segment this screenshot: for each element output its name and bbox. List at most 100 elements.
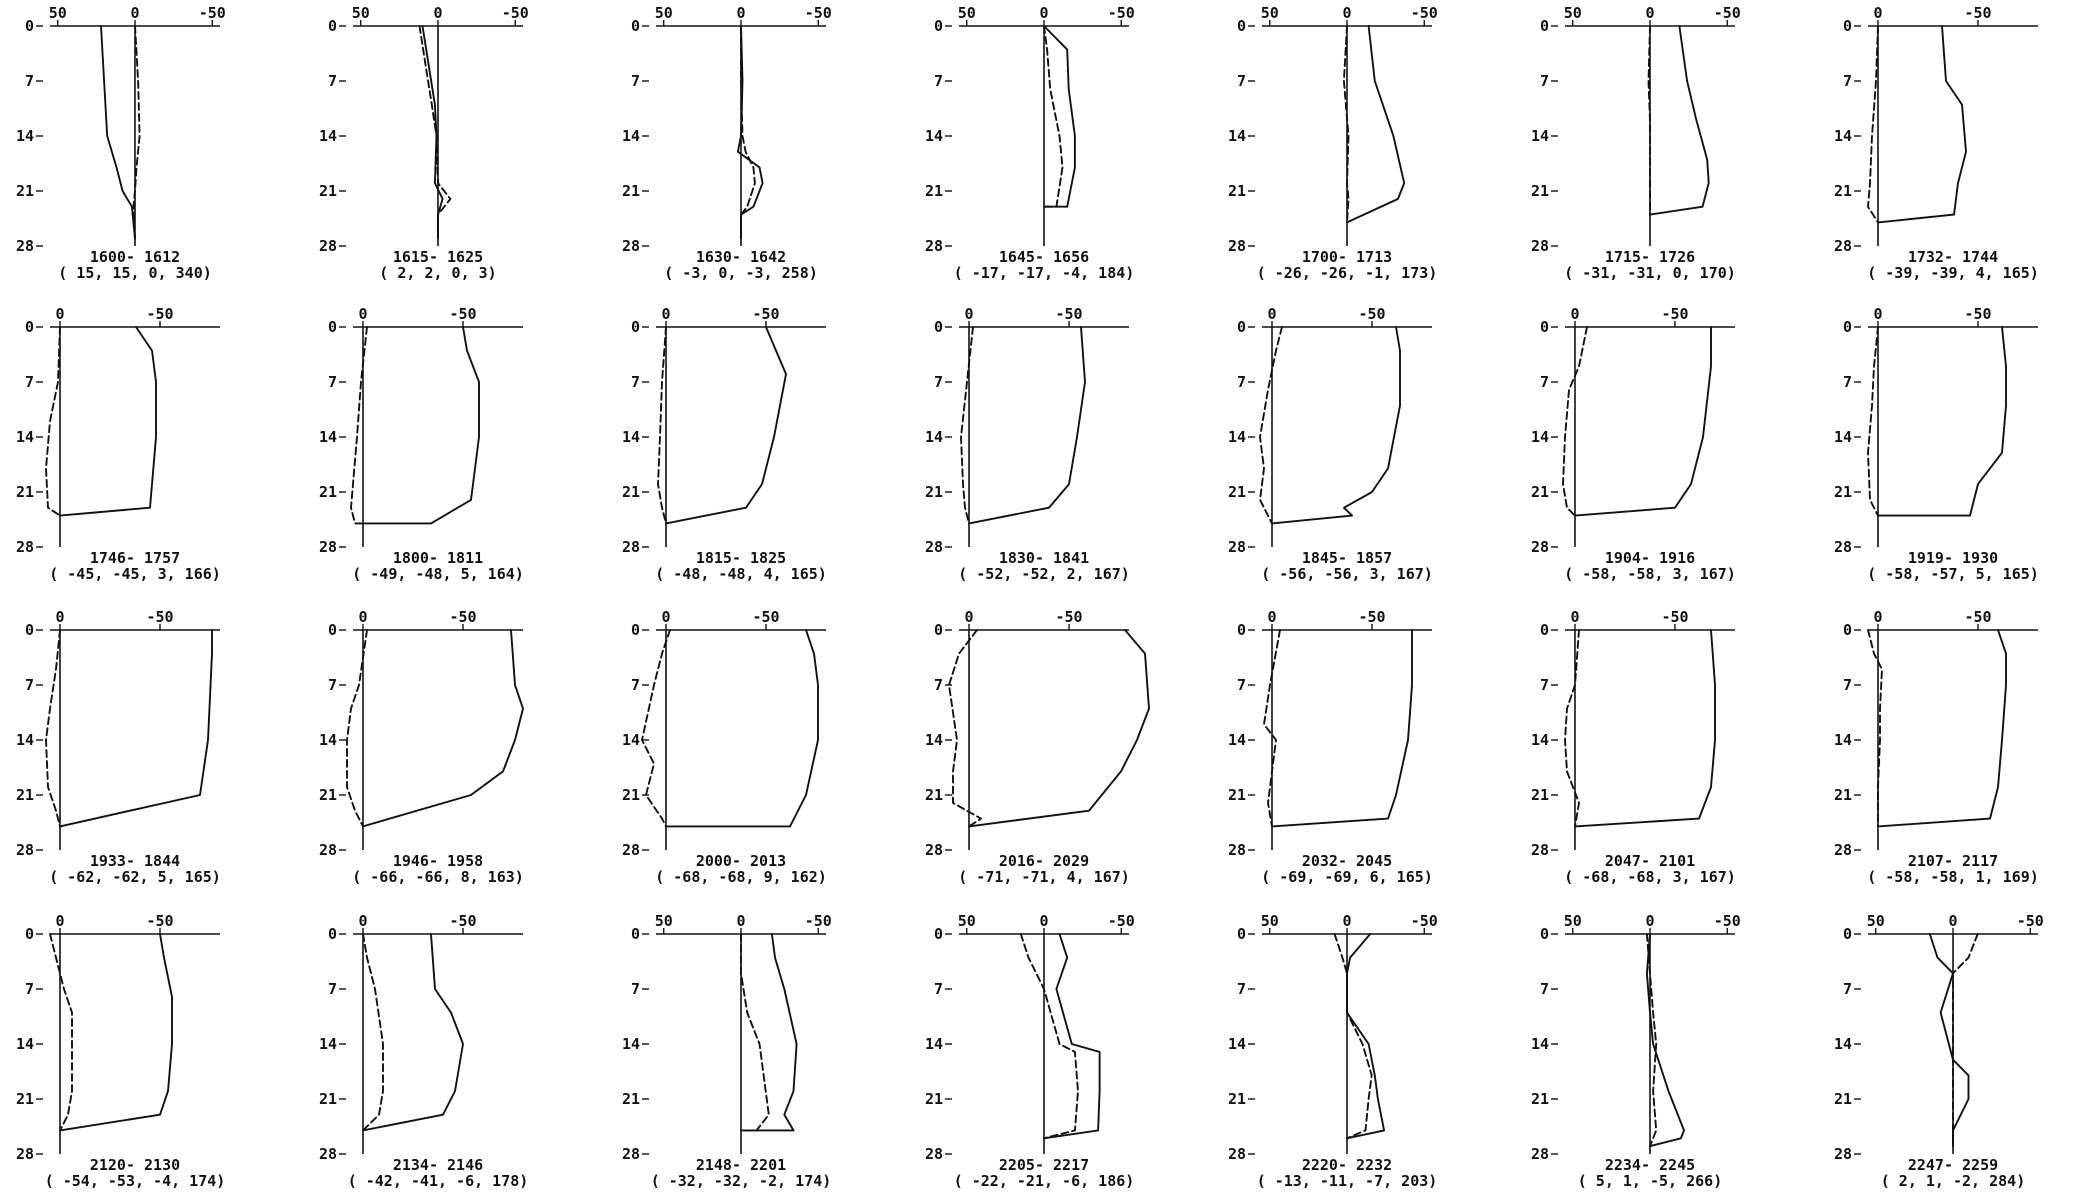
profile-panel: 50 0 -50 0 7 14 21 28 2247- 2259( 2, 1, -2, 284): [1834, 912, 2044, 1190]
x-tick-label: 0: [55, 912, 64, 930]
solid-profile-line: [1346, 25, 1406, 224]
depth-tick-label: 28: [1834, 841, 1852, 859]
x-tick-label: 0: [661, 608, 670, 626]
depth-tick-label: 28: [1228, 538, 1246, 556]
depth-tick-label: 0: [1237, 925, 1246, 943]
dashed-profile-line: [740, 25, 756, 240]
depth-tick-label: 7: [631, 72, 640, 90]
depth-tick-label: 0: [1237, 621, 1246, 639]
panel-values-caption: ( 15, 15, 0, 340): [58, 264, 212, 282]
panel-values-caption: ( -42, -41, -6, 178): [348, 1172, 529, 1190]
dashed-profile-line: [1564, 629, 1580, 828]
dashed-profile-line: [1867, 25, 1879, 224]
depth-tick-label: 21: [925, 786, 943, 804]
x-tick-label: -50: [805, 4, 832, 22]
depth-tick-label: 28: [16, 841, 34, 859]
profile-panel: 0 -50 0 7 14 21 28 2120- 2130( -54, -53, -4, 17…: [16, 912, 225, 1190]
profile-panel: 0 -50 0 7 14 21 28 1746- 1757( -45, -45, 3, 166…: [16, 305, 221, 583]
panel-values-caption: ( -49, -48, 5, 164): [352, 565, 524, 583]
x-tick-label: 50: [1564, 4, 1582, 22]
dashed-profile-line: [362, 933, 384, 1132]
solid-profile-line: [968, 326, 1086, 525]
x-tick-label: 50: [655, 4, 673, 22]
x-tick-label: 0: [1873, 608, 1882, 626]
profile-panel: 50 0 -50 0 7 14 21 28 2234- 2245( 5, 1, -5, 266): [1531, 912, 1741, 1190]
x-tick-label: -50: [449, 305, 476, 323]
depth-tick-label: 28: [622, 538, 640, 556]
depth-tick-label: 14: [925, 127, 943, 145]
x-tick-label: 0: [661, 305, 670, 323]
depth-tick-label: 0: [1237, 17, 1246, 35]
depth-tick-label: 7: [1843, 373, 1852, 391]
depth-tick-label: 21: [16, 182, 34, 200]
dashed-profile-line: [740, 933, 770, 1132]
depth-tick-label: 28: [1228, 841, 1246, 859]
dashed-profile-line: [1263, 629, 1281, 828]
x-tick-label: -50: [449, 608, 476, 626]
depth-tick-label: 7: [328, 72, 337, 90]
panel-values-caption: ( -54, -53, -4, 174): [45, 1172, 226, 1190]
depth-tick-label: 28: [1228, 1145, 1246, 1163]
panel-values-caption: ( -22, -21, -6, 186): [954, 1172, 1135, 1190]
x-tick-label: 0: [1342, 912, 1351, 930]
profile-panel: 50 0 -50 0 7 14 21 28 2220- 2232( -13, -11, -7, …: [1228, 912, 1438, 1190]
depth-tick-label: 14: [622, 731, 640, 749]
dashed-profile-line: [350, 326, 368, 525]
depth-tick-label: 7: [1843, 980, 1852, 998]
x-tick-label: -50: [2017, 912, 2044, 930]
panel-time-caption: 1615- 1625: [393, 248, 483, 266]
panel-time-caption: 1630- 1642: [696, 248, 786, 266]
depth-tick-label: 21: [1834, 483, 1852, 501]
panel-values-caption: ( -68, -68, 3, 167): [1564, 868, 1736, 886]
depth-tick-label: 21: [1834, 1090, 1852, 1108]
panel-time-caption: 2148- 2201: [696, 1156, 786, 1174]
depth-tick-label: 7: [934, 373, 943, 391]
panel-time-caption: 1715- 1726: [1605, 248, 1695, 266]
depth-tick-label: 28: [319, 237, 337, 255]
depth-tick-label: 0: [631, 925, 640, 943]
panel-values-caption: ( -17, -17, -4, 184): [954, 264, 1135, 282]
dashed-profile-line: [418, 25, 452, 240]
solid-profile-line: [1877, 25, 1967, 224]
depth-tick-label: 28: [16, 1145, 34, 1163]
depth-tick-label: 0: [25, 925, 34, 943]
depth-tick-label: 14: [1834, 428, 1852, 446]
profile-panel: 0 -50 0 7 14 21 28 1830- 1841( -52, -52, 2, 167…: [925, 305, 1130, 583]
depth-tick-label: 7: [631, 676, 640, 694]
dashed-profile-line: [948, 629, 982, 828]
dashed-profile-line: [132, 25, 141, 240]
dashed-profile-line: [1342, 25, 1350, 224]
panel-time-caption: 1830- 1841: [999, 549, 1089, 567]
x-tick-label: 50: [958, 4, 976, 22]
depth-tick-label: 21: [1531, 1090, 1549, 1108]
depth-tick-label: 7: [1540, 980, 1549, 998]
x-tick-label: 0: [358, 608, 367, 626]
solid-profile-line: [1645, 933, 1685, 1148]
x-tick-label: 50: [49, 4, 67, 22]
depth-tick-label: 7: [25, 72, 34, 90]
panel-time-caption: 1746- 1757: [90, 549, 180, 567]
x-tick-label: -50: [1358, 608, 1385, 626]
solid-profile-line: [362, 326, 480, 525]
x-tick-label: 50: [1261, 4, 1279, 22]
x-tick-label: -50: [1964, 305, 1991, 323]
x-tick-label: -50: [1411, 912, 1438, 930]
panel-values-caption: ( -58, -58, 3, 167): [1564, 565, 1736, 583]
panel-time-caption: 2134- 2146: [393, 1156, 483, 1174]
x-tick-label: 0: [964, 305, 973, 323]
x-tick-label: -50: [752, 305, 779, 323]
profile-panel: 50 0 -50 0 7 14 21 28 1715- 1726( -31, -31, 0, 1…: [1531, 4, 1741, 282]
x-tick-label: -50: [1411, 4, 1438, 22]
depth-tick-label: 14: [319, 127, 337, 145]
depth-tick-label: 28: [319, 1145, 337, 1163]
x-tick-label: -50: [1661, 305, 1688, 323]
panel-time-caption: 1919- 1930: [1908, 549, 1998, 567]
x-tick-label: 50: [352, 4, 370, 22]
depth-tick-label: 7: [1237, 373, 1246, 391]
depth-tick-label: 28: [925, 237, 943, 255]
panel-time-caption: 2205- 2217: [999, 1156, 1089, 1174]
x-tick-label: 0: [433, 4, 442, 22]
panel-values-caption: ( 2, 2, 0, 3): [379, 264, 496, 282]
panel-values-caption: ( -68, -68, 9, 162): [655, 868, 827, 886]
depth-tick-label: 21: [1531, 483, 1549, 501]
